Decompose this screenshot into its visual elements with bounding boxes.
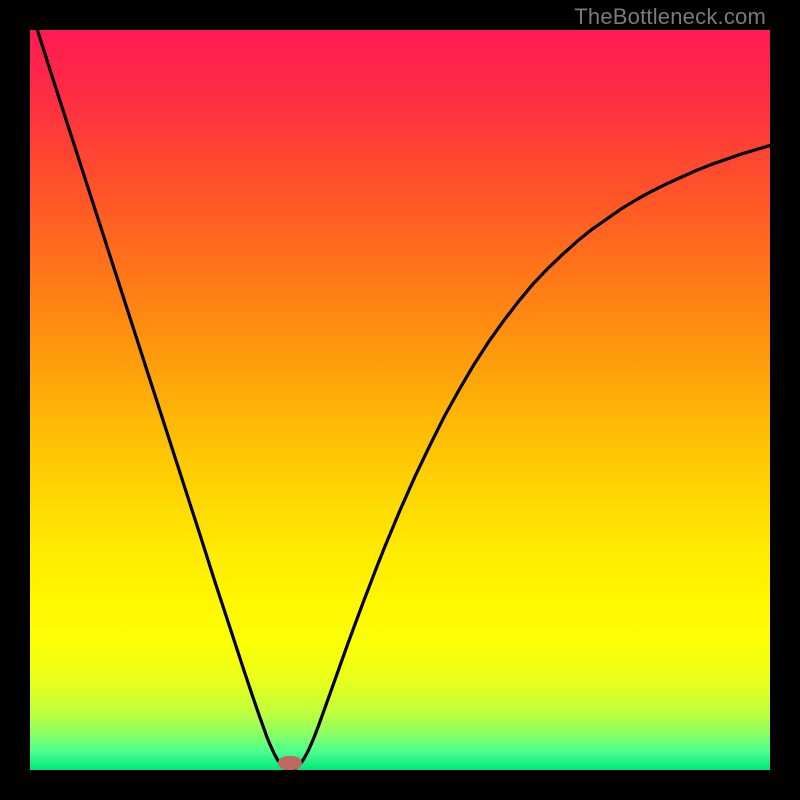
- watermark-text: TheBottleneck.com: [574, 4, 766, 30]
- optimum-marker: [278, 756, 302, 770]
- bottleneck-curve: [30, 30, 770, 770]
- chart-frame: TheBottleneck.com: [0, 0, 800, 800]
- plot-area: [30, 30, 770, 770]
